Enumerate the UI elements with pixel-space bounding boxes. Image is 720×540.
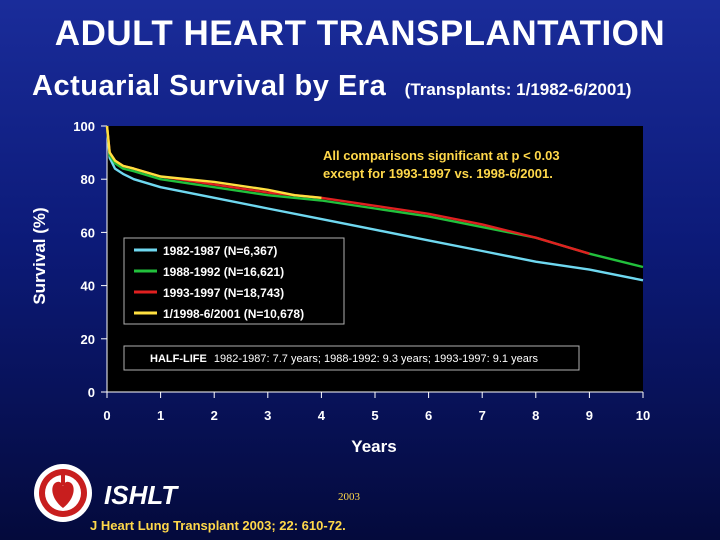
legend: 1982-1987 (N=6,367) 1988-1992 (N=16,621) 1…: [134, 244, 304, 321]
half-life-label: HALF-LIFE: [150, 353, 207, 365]
x-tick-label: 8: [532, 408, 539, 423]
y-tick-label: 20: [81, 332, 95, 347]
x-tick-label: 7: [479, 408, 486, 423]
annotation-line-1: All comparisons significant at p < 0.03: [323, 148, 560, 163]
x-tick-label: 4: [318, 408, 326, 423]
half-life-values: 1982-1987: 7.7 years; 1988-1992: 9.3 yea…: [214, 353, 539, 365]
subtitle-date-range: (Transplants: 1/1982-6/2001): [404, 80, 632, 99]
chart-subtitle: Actuarial Survival by Era: [32, 70, 387, 102]
x-tick-label: 1: [157, 408, 164, 423]
legend-label-1: 1982-1987 (N=6,367): [163, 244, 277, 258]
year-label: 2003: [338, 491, 360, 503]
legend-box: [123, 237, 345, 325]
y-tick-label: 0: [88, 385, 95, 400]
ishlt-logo-icon: [34, 464, 92, 522]
legend-label-3: 1993-1997 (N=18,743): [163, 286, 284, 300]
x-tick-label: 9: [586, 408, 593, 423]
series-line-1: [105, 125, 644, 282]
half-life-text: HALF-LIFE 1982-1987: 7.7 years; 1988-199…: [150, 353, 539, 365]
annotation-line-2: except for 1993-1997 vs. 1998-6/2001.: [323, 166, 553, 181]
legend-label-2: 1988-1992 (N=16,621): [163, 265, 284, 279]
citation: J Heart Lung Transplant 2003; 22: 610-72…: [90, 518, 346, 533]
legend-label-4: 1/1998-6/2001 (N=10,678): [163, 307, 304, 321]
half-life-box: [123, 345, 580, 371]
y-tick-label: 80: [81, 172, 95, 187]
x-tick-label: 3: [264, 408, 271, 423]
ishlt-label: ISHLT: [104, 480, 178, 510]
page-title: ADULT HEART TRANSPLANTATION: [54, 14, 666, 53]
y-tick-label: 60: [81, 225, 95, 240]
y-tick-label: 40: [81, 279, 95, 294]
x-tick-label: 0: [103, 408, 110, 423]
subtitle-row: Actuarial Survival by Era (Transplants: …: [32, 70, 631, 103]
x-tick-label: 5: [371, 408, 378, 423]
y-axis-label: Survival (%): [30, 207, 49, 304]
x-tick-label: 10: [636, 408, 650, 423]
chart-marks: 0 20 40 60 80 100 0 1 2 3 4 5 6 7 8 9 10: [73, 119, 650, 423]
series-line-4: [105, 125, 322, 199]
y-tick-label: 100: [73, 119, 95, 134]
x-axis-label: Years: [351, 437, 396, 456]
x-tick-label: 2: [211, 408, 218, 423]
x-tick-label: 6: [425, 408, 432, 423]
